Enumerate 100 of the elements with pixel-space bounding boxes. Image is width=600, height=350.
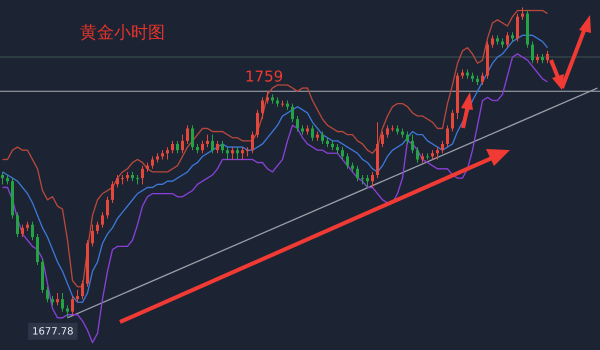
candlestick [381,131,384,148]
candlestick [241,146,244,160]
candlestick [256,109,259,138]
candlestick [51,296,54,306]
candlestick [301,124,304,136]
candlestick [316,131,319,142]
candlestick [536,53,539,64]
candlestick [421,152,424,164]
candlestick [111,180,114,204]
candlestick [296,116,299,132]
candlestick [116,174,119,188]
candlestick [121,174,124,185]
candlestick [16,212,19,238]
candlestick [141,165,144,185]
candlestick [271,94,274,104]
candlestick [1,171,4,185]
candlestick [466,68,469,80]
candlestick [356,165,359,182]
text: 黄金小时图 [80,22,165,44]
candlestick [216,140,219,154]
candlestick [516,13,519,42]
candlestick [346,152,349,170]
candlestick [26,221,29,232]
candlestick [206,134,209,148]
candlestick [181,134,184,154]
candlestick [201,140,204,154]
candlestick [106,196,109,219]
candlestick [211,134,214,154]
candlestick [406,131,409,144]
candlestick [56,292,59,306]
candlestick [431,150,434,160]
candlestick [496,34,499,46]
candlestick [21,224,24,238]
candlestick [521,6,524,20]
text: 1677.78 [32,326,74,338]
candlestick [261,96,264,120]
candlestick [341,146,344,160]
candlestick [451,109,454,132]
candlestick [476,75,479,86]
candlestick [436,146,439,160]
candlestick [306,124,309,136]
candlestick [386,124,389,138]
candlestick [411,134,414,154]
candlestick [401,128,404,138]
candlestick [226,146,229,160]
candlestick [361,174,364,185]
candlestick [461,68,464,80]
candlestick [326,137,329,148]
candlestick [131,171,134,182]
candlestick [171,140,174,154]
candlestick [276,96,279,108]
annotation: 1759 [245,67,284,86]
candlestick [81,280,84,300]
candlestick [186,124,189,144]
candlestick [366,174,369,188]
candlestick [371,171,374,188]
candlestick [501,38,504,48]
candlestick [286,100,289,110]
candlestick [31,221,34,241]
candlestick [231,146,234,160]
candlestick [471,72,474,82]
candlestick [221,140,224,154]
candlestick [6,174,9,185]
candlestick [491,34,494,48]
candlestick [46,286,49,303]
candlestick [176,140,179,154]
candlestick [96,221,99,234]
candlestick [546,50,549,64]
candlestick [446,124,449,148]
candlestick [101,212,104,228]
candlestick [506,32,509,48]
candlestick [416,146,419,164]
candlestick [166,146,169,160]
candlestick [61,292,64,312]
candlestick [91,224,94,247]
candlestick [191,124,194,151]
candlestick [396,124,399,136]
candlestick [351,162,354,172]
candlestick [126,171,129,182]
candlestick [291,103,294,123]
candlestick [246,146,249,157]
candlestick [511,32,514,42]
candlestick [196,143,199,154]
candlestick [76,289,79,303]
candlestick [71,296,74,316]
candlestick [541,53,544,64]
candlestick [321,131,324,144]
candlestick [331,140,334,151]
candlestick [236,146,239,160]
candlestick [311,124,314,142]
candlestick [136,174,139,185]
candlestick [156,152,159,164]
candlestick [161,150,164,160]
candlestick [531,41,534,64]
candlestick [441,140,444,154]
candlestick [336,143,339,154]
candlestick [146,162,149,172]
candlestick [481,72,484,86]
candlestick [66,304,69,318]
candlestick [151,156,154,170]
